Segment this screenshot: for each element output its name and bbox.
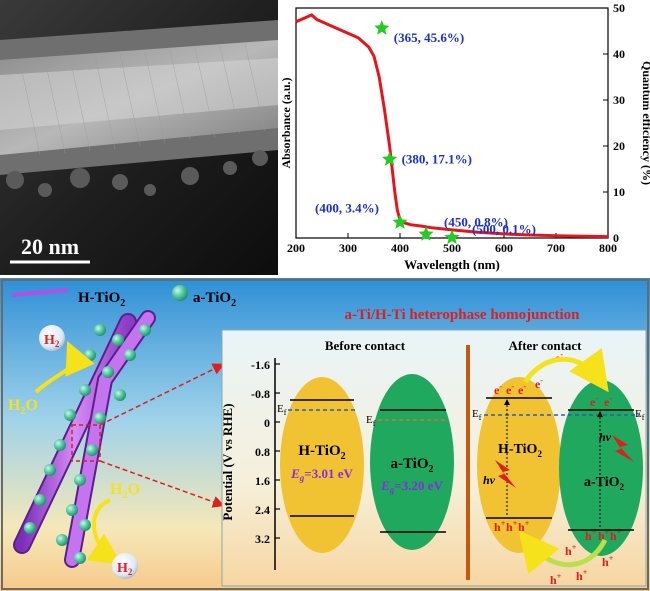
a-tio2-eg: Eg=3.20 eV (380, 478, 443, 495)
hv-label-h: hv (483, 473, 496, 487)
x-tick-label: 400 (391, 241, 409, 255)
h2-bubble-top (39, 325, 65, 351)
light-bolt-a (612, 435, 634, 462)
ef-after-h: Ef (472, 408, 482, 422)
legend-h-tio2-swatch (11, 288, 69, 297)
h2o-label-bottom: H2O (110, 481, 140, 501)
y-right-tick-label: 40 (613, 47, 625, 61)
y-left-axis-label: Absorbance (a.u.) (279, 77, 293, 168)
a-tio2-label-after: a-TiO2 (584, 475, 625, 492)
absorbance-chart: 200 300 400 500 600 700 800 0 10 20 30 40 50 (365, … (278, 0, 650, 275)
hole-label: h+ (550, 572, 562, 587)
h2o-label-top: H2O (8, 397, 38, 417)
y-right-tick-label: 20 (613, 139, 625, 153)
potential-tick-label: 0 (264, 416, 270, 430)
potential-tick-label: -1.6 (251, 358, 270, 372)
h-tio2-ellipse-before (280, 377, 364, 553)
qe-star-marker (382, 151, 398, 166)
hole-label: h+ (598, 528, 610, 543)
legend-h-tio2: H-TiO2 (78, 290, 125, 309)
electron-transfer-arrow (522, 348, 609, 393)
electron-label: e- (518, 382, 526, 397)
qe-star-marker (444, 229, 460, 244)
ef-before-a: Ef (366, 414, 376, 428)
electron-label: e- (535, 376, 543, 391)
hole-label: h+ (565, 543, 577, 558)
water-arrow-bottom (86, 498, 123, 565)
hole-label: h+ (585, 528, 597, 543)
water-arrow-top (34, 341, 95, 394)
tem-image: 20 nm (0, 0, 278, 275)
hv-label-a: hv (599, 430, 612, 444)
x-tick-label: 800 (599, 241, 617, 255)
qe-point-label: (500, 0.1%) (472, 222, 536, 237)
legend-a-tio2: a-TiO2 (193, 290, 236, 309)
electron-label: e- (506, 382, 514, 397)
x-axis-label: Wavelength (nm) (404, 257, 500, 272)
x-tick-label: 500 (443, 241, 461, 255)
hole-label: h+ (518, 519, 530, 534)
a-tio2-ellipse-after (559, 380, 643, 556)
h-tio2-label-after: H-TiO2 (498, 442, 542, 459)
qe-star-marker (392, 214, 408, 229)
scale-bar-label: 20 nm (21, 234, 79, 259)
heterojunction-title: a-Ti/H-Ti heterophase homojunction (344, 307, 580, 323)
nanorods-illustration (13, 310, 225, 568)
electron-label: e- (604, 394, 612, 409)
y-right-axis-ticks: 0 10 20 30 40 50 (603, 1, 625, 245)
x-tick-label: 700 (547, 241, 565, 255)
y-right-axis-label: Quantum efficiency (%) (640, 61, 650, 185)
y-right-tick-label: 10 (613, 185, 625, 199)
a-tio2-label-before: a-TiO2 (390, 456, 433, 475)
electron-label: e- (590, 394, 598, 409)
qe-star-marker (418, 226, 434, 241)
h-tio2-ellipse-after (477, 377, 561, 553)
qe-point-label: (450, 0.8%) (444, 214, 508, 229)
before-contact-label: Before contact (325, 338, 406, 353)
h-tio2-eg: Eg=3.01 eV (290, 466, 353, 483)
h2-label-top: H2 (44, 333, 60, 349)
potential-tick-label: 2.4 (255, 503, 270, 517)
ef-after-a: Ef (635, 408, 645, 422)
potential-ticks: -1.6 -0.8 0 0.8 1.6 2.4 3.2 (251, 358, 280, 546)
potential-tick-label: 3.2 (255, 532, 270, 546)
a-tio2-ellipse-before (370, 374, 454, 550)
potential-tick-label: -0.8 (251, 387, 270, 401)
h2-label-bottom: H2 (117, 561, 133, 577)
y-right-tick-label: 50 (613, 1, 625, 15)
potential-tick-label: 1.6 (255, 474, 270, 488)
x-tick-label: 600 (495, 241, 513, 255)
ef-before-h: Ef (277, 403, 287, 417)
y-right-tick-label: 0 (613, 231, 619, 245)
hole-transfer-arrow (518, 530, 608, 575)
h2-bubble-bottom (112, 553, 138, 579)
qe-point-label: (365, 45.6%) (394, 30, 464, 45)
hole-label: h+ (494, 519, 506, 534)
x-axis-ticks: 200 300 400 500 600 700 800 (287, 233, 617, 255)
hole-label: h+ (506, 519, 518, 534)
quantum-efficiency-points: (365, 45.6%) (380, 17.1%) (400, 3.4%) (450,… (315, 20, 536, 244)
hole-label: h+ (610, 528, 622, 543)
after-contact-label: After contact (508, 338, 582, 353)
light-bolt-h (495, 460, 516, 488)
hole-label: h+ (576, 568, 588, 583)
h-tio2-label-before: H-TiO2 (298, 443, 345, 462)
qe-star-marker (374, 20, 390, 35)
hole-label: h+ (602, 554, 614, 569)
electron-label: e- (494, 382, 502, 397)
legend-a-tio2-swatch (172, 285, 188, 301)
qe-point-label: (400, 3.4%) (315, 200, 379, 215)
schematic-panel: H-TiO2 a-TiO2 H2 H2O (0, 278, 650, 591)
y-right-tick-label: 30 (613, 93, 625, 107)
x-tick-label: 200 (287, 241, 305, 255)
potential-tick-label: 0.8 (255, 445, 270, 459)
qe-point-label: (380, 17.1%) (402, 151, 472, 166)
potential-axis-label: Potential (V vs RHE) (220, 403, 235, 520)
absorbance-series-line (295, 13, 609, 239)
x-tick-label: 300 (339, 241, 357, 255)
